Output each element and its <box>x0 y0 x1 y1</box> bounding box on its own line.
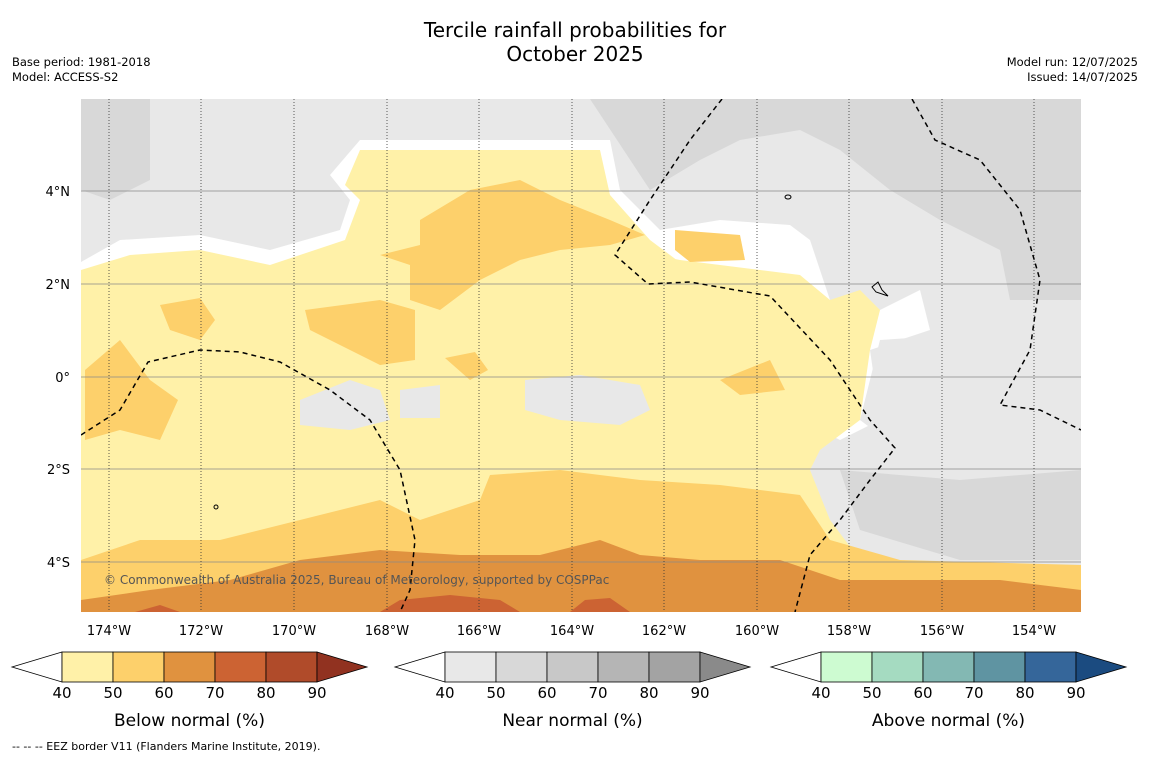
below-normal-50-c <box>160 298 215 340</box>
colorbar-segment <box>265 651 318 683</box>
colorbar-high-tip <box>1075 651 1128 683</box>
colorbar-tick-label: 80 <box>639 684 658 702</box>
model-name: Model: ACCESS-S2 <box>12 70 119 84</box>
below-normal-50-f <box>85 340 178 440</box>
latitude-label: 2°N <box>46 278 71 293</box>
title-line-2: October 2025 <box>506 42 644 66</box>
latitude-label: 2°S <box>47 463 70 478</box>
latitude-label: 4°S <box>47 556 70 571</box>
colorbar-title: Near normal (%) <box>502 711 642 731</box>
colorbar-segment <box>163 651 216 683</box>
colorbar-segment <box>1024 651 1077 683</box>
colorbar-tick-label: 70 <box>588 684 607 702</box>
colorbar-tick-label: 40 <box>811 684 830 702</box>
colorbar-segment <box>597 651 650 683</box>
colorbar: 40 50 60 70 80 90 Below normal (%) <box>10 651 369 731</box>
colorbar-title: Above normal (%) <box>872 711 1025 731</box>
longitude-label: 166°W <box>457 624 501 639</box>
colorbar-tick-label: 50 <box>103 684 122 702</box>
colorbar-tick-label: 40 <box>435 684 454 702</box>
longitude-label: 158°W <box>827 624 871 639</box>
colorbar-segment <box>61 651 114 683</box>
near-normal-east <box>860 330 1081 460</box>
colorbar-low-tip <box>10 651 63 683</box>
model-run: Model run: 12/07/2025 <box>1006 55 1138 69</box>
below-normal-70-a <box>380 595 520 612</box>
below-normal-50-b <box>675 230 745 262</box>
colorbar-tick-label: 80 <box>256 684 275 702</box>
longitude-label: 154°W <box>1012 624 1056 639</box>
near-normal-50-nw <box>81 99 150 200</box>
islands <box>213 194 889 510</box>
colorbar-tick-label: 90 <box>307 684 326 702</box>
latitude-label: 0° <box>55 371 70 386</box>
meta-left: Base period: 1981-2018 Model: ACCESS-S2 <box>12 55 151 85</box>
longitude-label: 160°W <box>735 624 779 639</box>
parallel-gridlines <box>81 190 1081 563</box>
below-normal-70-b <box>570 598 630 612</box>
longitude-label: 174°W <box>87 624 131 639</box>
longitude-label: 168°W <box>365 624 409 639</box>
issued-date: Issued: 14/07/2025 <box>1027 70 1138 84</box>
title-line-1: Tercile rainfall probabilities for <box>423 18 727 42</box>
meta-right: Model run: 12/07/2025 Issued: 14/07/2025 <box>1007 55 1138 85</box>
near-normal-50-north <box>590 99 1081 300</box>
longitude-label: 170°W <box>272 624 316 639</box>
colorbar-segment <box>648 651 701 683</box>
colorbar-segment <box>112 651 165 683</box>
below-normal-50-a <box>380 180 645 310</box>
near-normal-hole-4 <box>960 460 1020 475</box>
colorbar-segment <box>495 651 548 683</box>
colorbar-high-tip <box>699 651 752 683</box>
colorbar-tick-label: 60 <box>913 684 932 702</box>
colorbar-tick-label: 70 <box>964 684 983 702</box>
below-normal-50-e <box>445 352 488 380</box>
colorbar-high-tip <box>316 651 369 683</box>
near-normal-50-se <box>840 470 1081 560</box>
colorbar-segment <box>871 651 924 683</box>
colorbar-segment <box>546 651 599 683</box>
below-normal-50-d <box>305 300 415 365</box>
colorbar-segment <box>973 651 1026 683</box>
colorbar: 40 50 60 70 80 90 Near normal (%) <box>393 651 752 731</box>
eez-borders <box>81 99 1081 612</box>
colorbar-tick-label: 50 <box>486 684 505 702</box>
near-normal-hole-3 <box>525 375 650 425</box>
colorbar-segment <box>444 651 497 683</box>
chart-title: Tercile rainfall probabilities for Octob… <box>0 18 1150 66</box>
longitude-label: 156°W <box>920 624 964 639</box>
latitude-labels: 4°N 2°N 0° 2°S 4°S <box>46 185 71 571</box>
colorbar-segment <box>820 651 873 683</box>
colorbar-tick-label: 60 <box>154 684 173 702</box>
colorbar-tick-label: 40 <box>52 684 71 702</box>
map-fields <box>81 99 1081 612</box>
colorbar-low-tip <box>769 651 822 683</box>
latitude-label: 4°N <box>46 185 71 200</box>
colorbar-tick-label: 90 <box>690 684 709 702</box>
below-normal-70-c <box>135 605 180 612</box>
colorbar-title: Below normal (%) <box>114 711 265 731</box>
below-normal-50-g <box>720 360 785 395</box>
colorbar-tick-label: 80 <box>1015 684 1034 702</box>
colorbars: 40 50 60 70 80 90 Below normal (%) 40 50 60 70 80 90… <box>10 651 1128 731</box>
colorbar-tick-label: 50 <box>862 684 881 702</box>
longitude-label: 162°W <box>642 624 686 639</box>
below-normal-60-south <box>81 540 1081 612</box>
longitude-labels: 174°W 172°W 170°W 168°W 166°W 164°W 162°W 160°W… <box>87 624 1056 639</box>
footnote: -- -- -- EEZ border V11 (Flanders Marine… <box>12 740 321 753</box>
colorbar: 40 50 60 70 80 90 Above normal (%) <box>769 651 1128 731</box>
near-normal-hole-1 <box>300 380 390 430</box>
copyright-text: © Commonwealth of Australia 2025, Bureau… <box>104 573 609 587</box>
longitude-label: 172°W <box>179 624 223 639</box>
colorbar-tick-label: 70 <box>205 684 224 702</box>
colorbar-tick-label: 90 <box>1066 684 1085 702</box>
colorbar-segment <box>214 651 267 683</box>
colorbar-tick-label: 60 <box>537 684 556 702</box>
colorbar-low-tip <box>393 651 446 683</box>
longitude-label: 164°W <box>550 624 594 639</box>
colorbar-segment <box>922 651 975 683</box>
near-normal-hole-2 <box>400 385 440 418</box>
base-period: Base period: 1981-2018 <box>12 55 151 69</box>
